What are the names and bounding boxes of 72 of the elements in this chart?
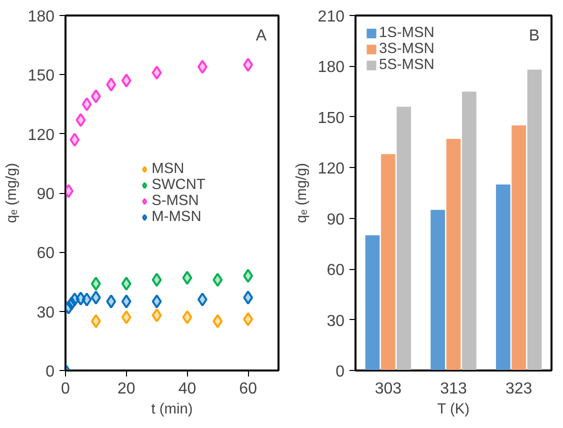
- y-tick-label: 30: [36, 304, 55, 322]
- point: [152, 294, 162, 308]
- legend-label: 5S-MSN: [379, 57, 434, 73]
- x-tick-label: 303: [374, 380, 402, 398]
- x-tick-label: 313: [440, 380, 467, 398]
- legend-label: 1S-MSN: [379, 25, 434, 41]
- point: [243, 268, 254, 283]
- point: [90, 276, 101, 291]
- y-tick-label: 120: [318, 160, 345, 178]
- y-tick-label: 120: [28, 126, 55, 144]
- y-axis-title: qₑ (mg/g): [294, 162, 310, 224]
- point: [212, 314, 223, 328]
- bar: [527, 70, 542, 370]
- point: [243, 58, 254, 72]
- bar: [396, 106, 412, 370]
- legend-label: M-MSN: [152, 208, 202, 224]
- point: [212, 272, 223, 287]
- bar: [496, 184, 510, 370]
- annotation: B: [528, 28, 540, 44]
- y-tick-label: 60: [326, 262, 345, 280]
- point: [152, 308, 162, 322]
- y-tick-label: 180: [318, 59, 345, 76]
- point: [121, 294, 132, 308]
- point: [90, 290, 101, 305]
- y-tick-label: 210: [318, 8, 345, 26]
- point: [152, 272, 162, 287]
- bar: [462, 92, 476, 370]
- legend-label: 3S-MSN: [379, 41, 434, 57]
- point: [121, 74, 132, 88]
- bar: [365, 235, 380, 370]
- bar: [446, 138, 461, 370]
- point: [197, 60, 208, 74]
- x-axis-title: t (min): [151, 402, 193, 418]
- y-axis-title: qₑ (mg/g): [4, 162, 20, 224]
- point: [82, 97, 92, 112]
- point: [106, 78, 116, 92]
- y-tick-label: 150: [318, 110, 345, 127]
- bar: [380, 154, 396, 370]
- point: [197, 292, 208, 306]
- y-tick-label: 150: [28, 68, 55, 85]
- point: [106, 294, 116, 308]
- legend-label: S-MSN: [152, 192, 199, 208]
- point: [121, 276, 132, 291]
- point: [182, 310, 192, 324]
- x-tick-label: 60: [239, 380, 258, 398]
- y-tick-label: 180: [28, 8, 55, 26]
- y-tick-label: 90: [36, 186, 55, 203]
- point: [82, 292, 92, 306]
- point: [182, 270, 192, 285]
- annotation: A: [256, 28, 267, 44]
- legend-label: MSN: [152, 160, 184, 176]
- point: [152, 66, 162, 80]
- y-tick-label: 0: [336, 364, 345, 380]
- point: [90, 89, 101, 104]
- x-tick-label: 40: [178, 380, 196, 398]
- y-tick-label: 30: [326, 312, 345, 330]
- y-tick-label: 60: [36, 245, 55, 262]
- bar: [512, 125, 526, 370]
- x-tick-label: 20: [117, 380, 136, 398]
- y-tick-label: 90: [326, 211, 345, 228]
- point: [243, 290, 254, 305]
- point: [70, 132, 80, 147]
- point: [243, 312, 254, 326]
- point: [90, 314, 101, 328]
- bar: [430, 210, 446, 370]
- legend-label: SWCNT: [152, 176, 206, 192]
- x-axis-title: T (K): [437, 402, 470, 418]
- point: [121, 310, 132, 324]
- point: [76, 113, 86, 128]
- x-tick-label: 323: [505, 380, 532, 398]
- y-tick-label: 0: [46, 364, 55, 380]
- x-tick-label: 0: [61, 380, 70, 398]
